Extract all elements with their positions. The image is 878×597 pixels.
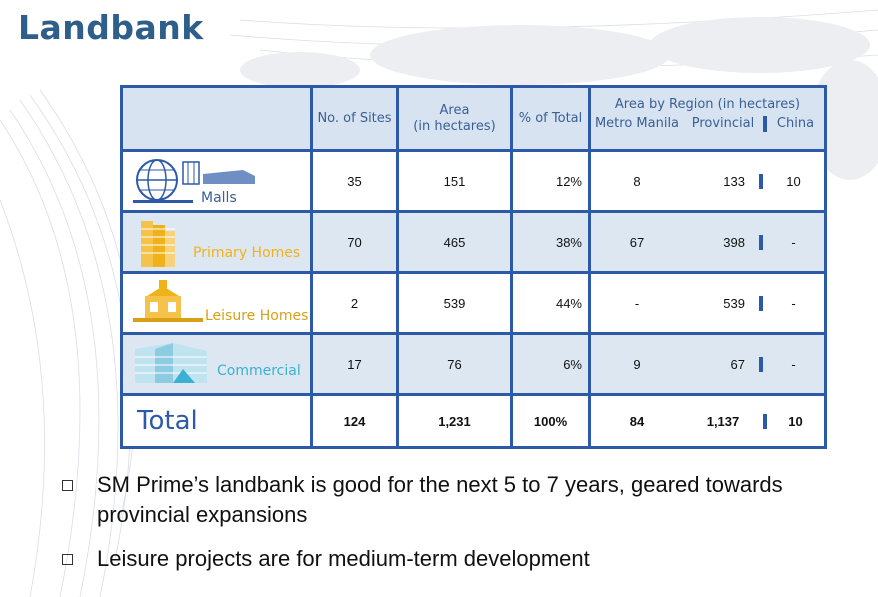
cell-area: 76 [396,332,513,396]
region-values: 9 67 - [591,356,824,372]
total-pct: 100% [510,393,591,449]
cell-pct: 38% [510,210,591,274]
cell-area: 151 [396,149,513,213]
bullet-text: SM Prime’s landbank is good for the next… [97,472,783,527]
total-sites: 124 [310,393,399,449]
landbank-table: No. of Sites Area (in hectares) % of Tot… [120,85,827,449]
table-row: Leisure Homes 2 539 44% - 539 - [120,271,827,335]
total-metro: 84 [629,413,645,429]
cell-metro: - [634,295,640,311]
total-label: Total [120,393,313,449]
cell-china: - [791,356,796,372]
table-row: Primary Homes 70 465 38% 67 398 - [120,210,827,274]
header-area: Area (in hectares) [396,85,513,152]
cell-pct: 6% [510,332,591,396]
landbank-table-container: No. of Sites Area (in hectares) % of Tot… [120,85,827,449]
total-region-values: 84 1,137 10 [591,413,824,429]
house-icon [133,280,203,322]
cell-metro: 67 [629,234,645,250]
bullet-list: SM Prime’s landbank is good for the next… [62,470,862,588]
row-name-leisure-homes: Leisure Homes [120,271,313,335]
bullet-text: Leisure projects are for medium-term dev… [97,546,590,571]
cell-provincial: 67 [683,356,763,372]
total-area: 1,231 [396,393,513,449]
condo-tower-icon [141,221,175,267]
header-area-line2: (in hectares) [413,118,496,134]
cell-region-group: 9 67 - [588,332,827,396]
cell-provincial: 398 [683,234,763,250]
row-label-leisure-homes: Leisure Homes [205,308,309,324]
region-values: 8 133 10 [591,173,824,189]
cell-region-group: - 539 - [588,271,827,335]
header-metro: Metro Manila [594,116,680,131]
cell-china: - [791,234,796,250]
header-region-subcolumns: Metro Manila Provincial China [591,116,824,132]
cell-sites: 35 [310,149,399,213]
cell-area: 539 [396,271,513,335]
header-region: Area by Region (in hectares) Metro Manil… [588,85,827,152]
cell-provincial: 133 [683,173,763,189]
checkbox-bullet-icon [62,554,73,565]
row-name-malls: Malls [120,149,313,213]
table-header-row: No. of Sites Area (in hectares) % of Tot… [120,85,827,152]
table-row: Malls 35 151 12% 8 133 10 [120,149,827,213]
header-provincial: Provincial [683,116,767,132]
total-region-group: 84 1,137 10 [588,393,827,449]
cell-metro: 8 [633,173,641,189]
checkbox-bullet-icon [62,480,73,491]
row-label-commercial: Commercial [217,363,301,379]
total-china: 10 [788,413,803,429]
header-china: China [776,116,815,131]
header-pct: % of Total [510,85,591,152]
cell-pct: 44% [510,271,591,335]
cell-region-group: 8 133 10 [588,149,827,213]
row-name-primary-homes: Primary Homes [120,210,313,274]
cell-sites: 2 [310,271,399,335]
bullet-item: SM Prime’s landbank is good for the next… [62,470,862,530]
cell-china: 10 [786,173,801,189]
total-provincial: 1,137 [683,413,767,429]
cell-sites: 70 [310,210,399,274]
row-name-commercial: Commercial [120,332,313,396]
cell-metro: 9 [633,356,641,372]
table-row: Commercial 17 76 6% 9 67 - [120,332,827,396]
page-title: Landbank [18,8,204,47]
header-area-line1: Area [439,102,470,118]
office-building-icon [135,343,207,383]
cell-sites: 17 [310,332,399,396]
table-total-row: Total 124 1,231 100% 84 1,137 10 [120,393,827,449]
cell-region-group: 67 398 - [588,210,827,274]
row-label-primary-homes: Primary Homes [193,245,301,261]
cell-provincial: 539 [683,295,763,311]
globe-building-icon [133,159,255,203]
bullet-item: Leisure projects are for medium-term dev… [62,544,862,574]
region-values: 67 398 - [591,234,824,250]
cell-pct: 12% [510,149,591,213]
row-label-malls: Malls [201,190,237,206]
header-corner-cell [120,85,313,152]
cell-area: 465 [396,210,513,274]
header-region-title: Area by Region (in hectares) [614,97,801,112]
region-values: - 539 - [591,295,824,311]
header-sites: No. of Sites [310,85,399,152]
cell-china: - [791,295,796,311]
